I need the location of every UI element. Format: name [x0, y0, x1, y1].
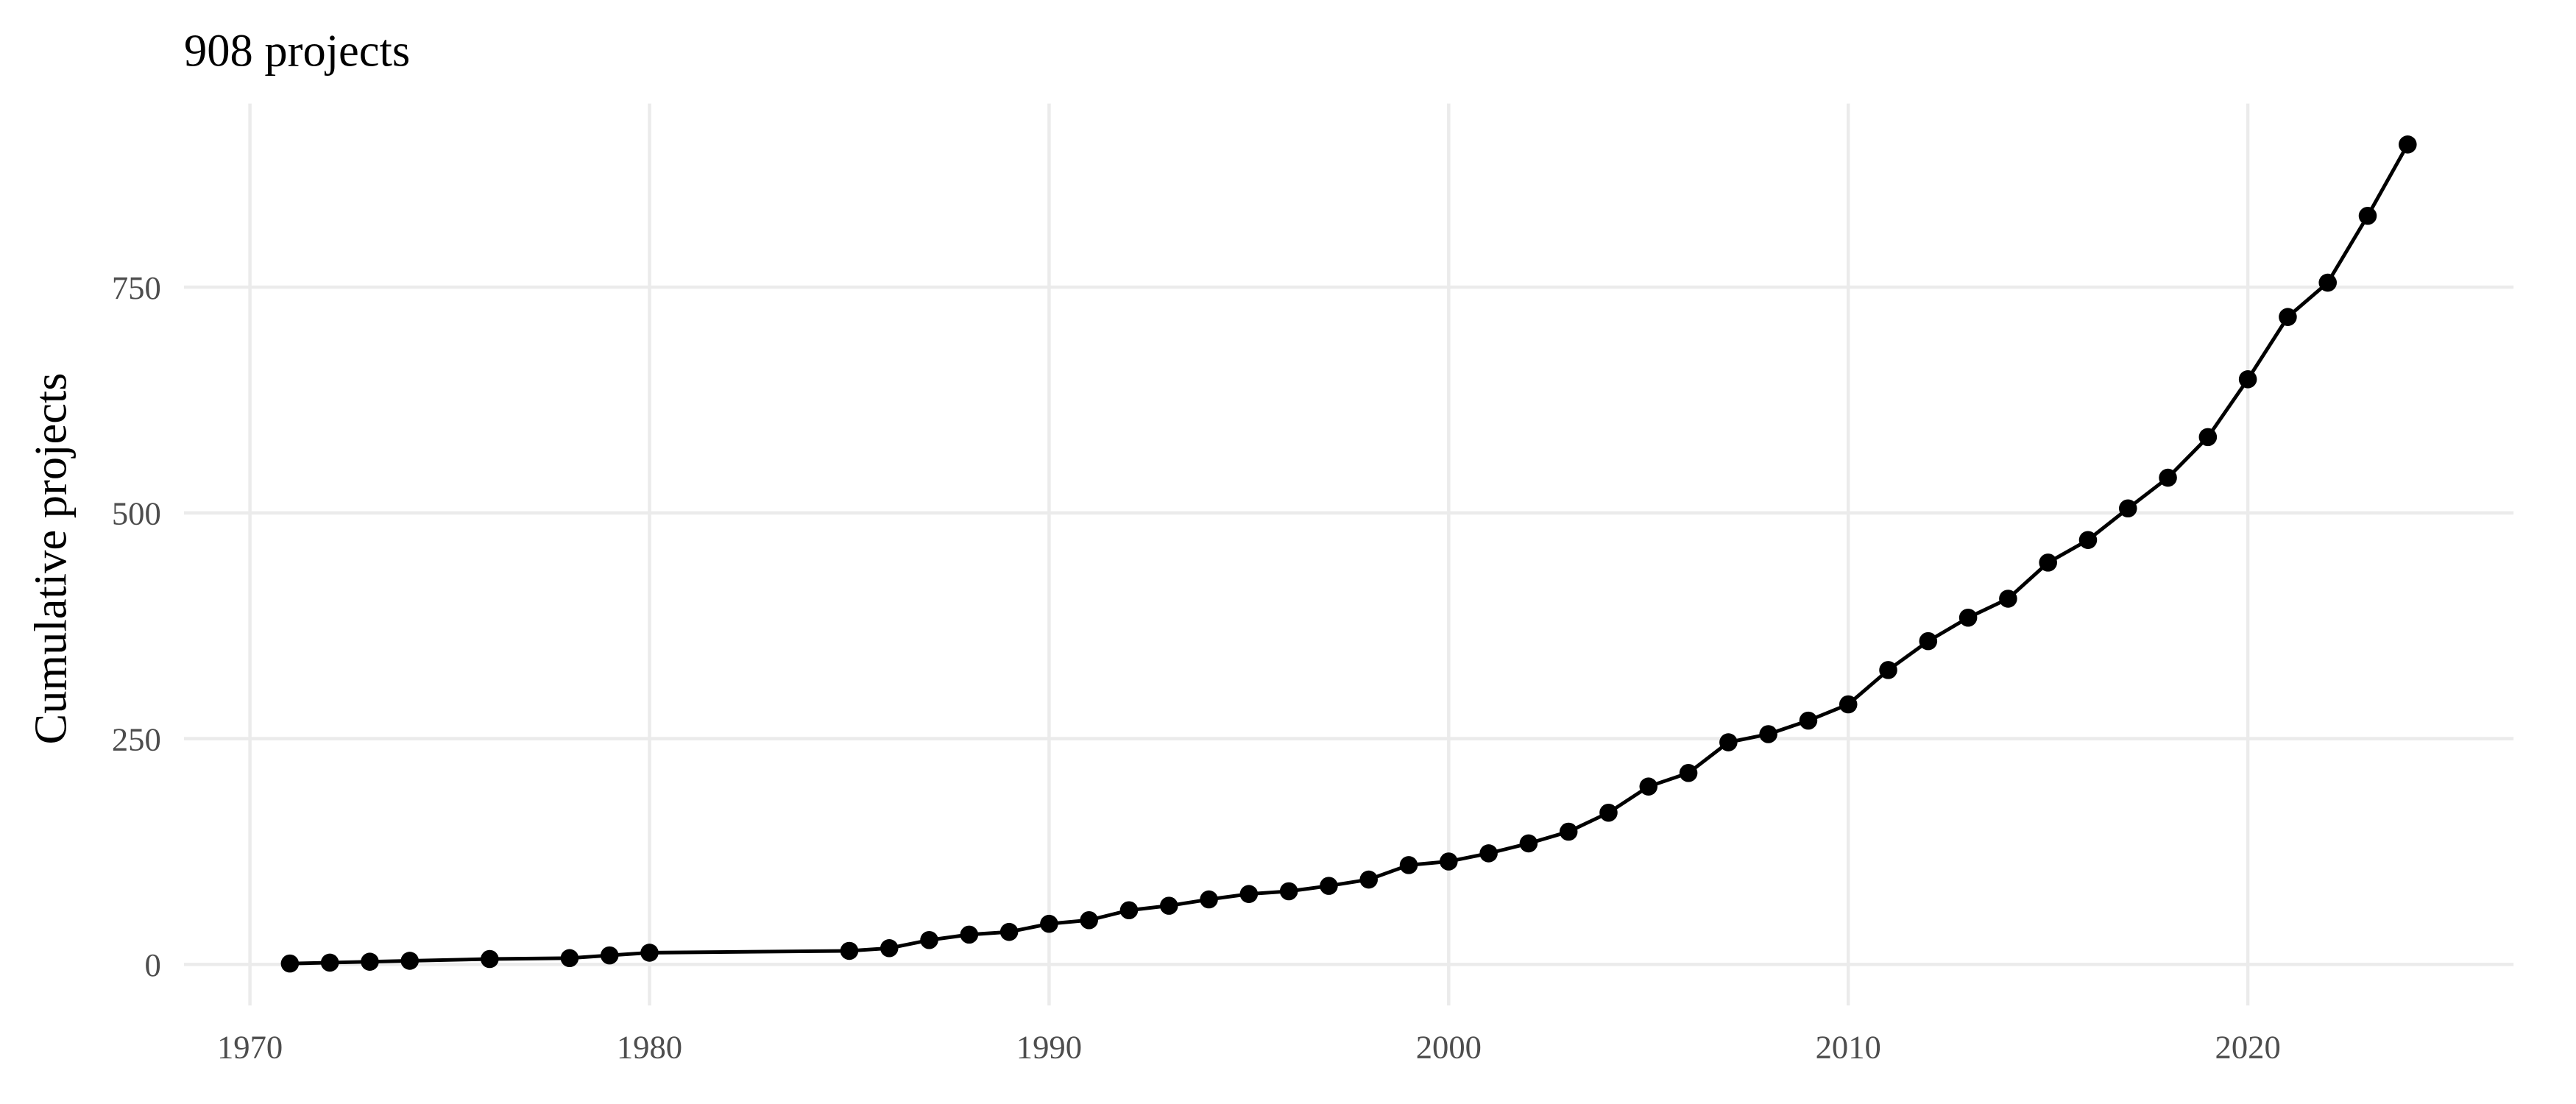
- data-point: [2198, 428, 2218, 447]
- data-point: [361, 952, 379, 971]
- data-point: [1879, 661, 1897, 679]
- x-tick-label: 2000: [1416, 1028, 1482, 1065]
- data-line: [289, 144, 2410, 966]
- data-point: [1958, 608, 1978, 627]
- data-point: [640, 944, 659, 962]
- data-point: [1160, 896, 1178, 915]
- data-point: [2318, 273, 2338, 292]
- data-point: [1639, 777, 1658, 796]
- y-axis-label: Cumulative projects: [24, 372, 76, 744]
- data-point: [880, 939, 899, 958]
- y-tick-label: 250: [112, 721, 161, 757]
- data-point: [1440, 852, 1458, 871]
- data-point: [481, 949, 499, 969]
- data-point: [960, 925, 979, 944]
- data-point: [1279, 882, 1298, 901]
- data-point: [600, 946, 619, 965]
- chart-title: 908 projects: [184, 24, 410, 76]
- data-point: [2039, 553, 2057, 572]
- x-tick-label: 1990: [1016, 1028, 1082, 1065]
- grid-layer: 0 250 500 750 1970 1980 1990 2000 2010 2020: [112, 103, 2514, 1066]
- x-tick-label: 2010: [1816, 1028, 1881, 1065]
- data-point: [1799, 711, 1818, 730]
- data-point: [1320, 877, 1338, 895]
- y-tick-label: 0: [144, 946, 160, 983]
- data-point: [1399, 856, 1418, 874]
- data-point: [1919, 631, 1938, 651]
- data-point: [1359, 870, 1379, 889]
- data-point: [320, 953, 339, 972]
- data-point: [2078, 531, 2098, 549]
- data-point: [1599, 803, 1618, 822]
- data-point: [1679, 763, 1698, 782]
- data-point: [1559, 822, 1578, 841]
- y-tick-label: 500: [112, 495, 161, 532]
- data-point: [1200, 890, 1218, 909]
- data-point: [840, 941, 859, 960]
- data-point: [1080, 910, 1098, 930]
- data-point: [560, 949, 579, 968]
- marks-layer: [280, 135, 2417, 973]
- data-point: [2279, 308, 2297, 326]
- data-point: [1040, 914, 1058, 933]
- data-point: [1759, 725, 1777, 743]
- x-tick-label: 2020: [2215, 1028, 2281, 1065]
- data-point: [2118, 499, 2137, 518]
- data-point: [2358, 206, 2377, 225]
- data-point: [400, 952, 420, 970]
- x-tick-label: 1980: [617, 1028, 682, 1065]
- y-tick-label: 750: [112, 269, 161, 306]
- data-point: [1999, 590, 2017, 608]
- data-point: [1719, 733, 1738, 751]
- data-point: [920, 930, 938, 949]
- data-point: [280, 954, 300, 973]
- data-point: [1239, 885, 1259, 903]
- x-tick-label: 1970: [217, 1028, 283, 1065]
- data-point: [1519, 834, 1538, 853]
- data-point: [1479, 844, 1498, 863]
- data-point: [2238, 370, 2257, 389]
- data-point: [2159, 468, 2177, 487]
- data-point: [999, 922, 1019, 941]
- data-point: [1119, 901, 1139, 920]
- data-point: [1839, 695, 1858, 714]
- data-point: [2399, 135, 2417, 154]
